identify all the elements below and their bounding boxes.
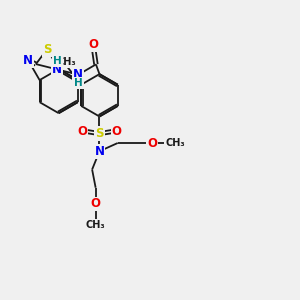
Text: N: N — [23, 54, 33, 67]
Text: O: O — [88, 38, 99, 51]
Text: N: N — [73, 68, 83, 81]
Text: N: N — [94, 145, 104, 158]
Text: O: O — [91, 197, 101, 211]
Text: S: S — [43, 43, 52, 56]
Text: N: N — [52, 63, 62, 76]
Text: H: H — [74, 78, 83, 88]
Text: O: O — [77, 125, 87, 138]
Text: H: H — [53, 56, 62, 66]
Text: CH₃: CH₃ — [86, 220, 106, 230]
Text: S: S — [95, 127, 104, 140]
Text: CH₃: CH₃ — [56, 57, 76, 67]
Text: O: O — [147, 136, 157, 149]
Text: O: O — [112, 125, 122, 138]
Text: CH₃: CH₃ — [165, 138, 185, 148]
